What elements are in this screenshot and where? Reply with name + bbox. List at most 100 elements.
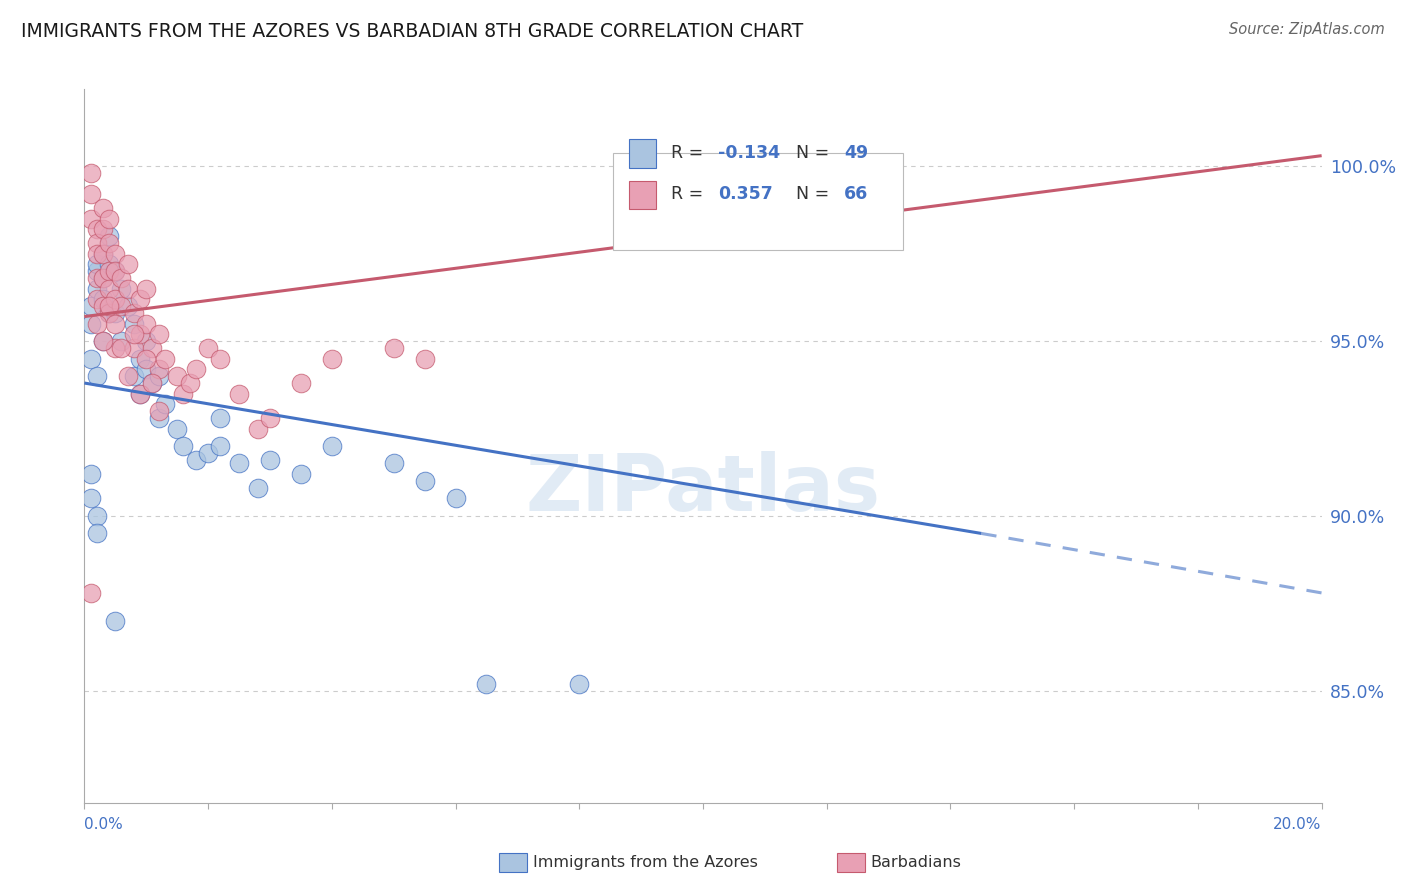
Point (246, 421, 269, 435)
Point (91, 334, 114, 348)
Point (79, 586, 101, 600)
Text: R =: R = (671, 144, 709, 161)
Point (129, 292, 152, 306)
Point (148, 404, 170, 418)
Point (104, 264, 127, 278)
Point (86, 282, 108, 296)
Point (104, 614, 127, 628)
Point (129, 386, 152, 401)
Text: R =: R = (671, 186, 709, 203)
Point (117, 369, 139, 384)
Point (209, 411, 232, 425)
Point (98, 229, 121, 244)
Point (413, 474, 436, 488)
Point (91, 334, 114, 348)
Point (79, 187, 101, 202)
Text: Barbadians: Barbadians (870, 855, 962, 870)
Point (79, 299, 101, 313)
Point (104, 317, 127, 331)
Point (228, 386, 250, 401)
Point (141, 376, 163, 390)
Point (290, 376, 312, 390)
FancyBboxPatch shape (628, 180, 657, 209)
Point (475, 677, 498, 691)
Point (184, 362, 207, 376)
Point (110, 299, 132, 313)
Point (444, 491, 467, 506)
Point (91, 271, 114, 285)
Point (98, 299, 121, 313)
Text: 0.357: 0.357 (718, 186, 773, 203)
Point (91, 222, 114, 236)
Point (148, 362, 170, 376)
Point (104, 264, 127, 278)
Point (122, 341, 145, 355)
Point (382, 457, 405, 471)
Point (98, 257, 121, 271)
Point (117, 257, 139, 271)
Point (321, 351, 343, 366)
Point (141, 376, 163, 390)
Point (79, 211, 101, 226)
Text: Immigrants from the Azores: Immigrants from the Azores (533, 855, 758, 870)
Point (98, 236, 121, 251)
Point (79, 317, 101, 331)
Point (129, 327, 152, 342)
Point (197, 341, 219, 355)
Point (148, 369, 170, 384)
Point (228, 457, 250, 471)
Point (135, 362, 157, 376)
Text: -0.134: -0.134 (718, 144, 780, 161)
Point (135, 317, 157, 331)
Point (148, 411, 170, 425)
Point (413, 351, 436, 366)
Point (179, 376, 201, 390)
Point (117, 282, 139, 296)
Text: Source: ZipAtlas.com: Source: ZipAtlas.com (1229, 22, 1385, 37)
Point (246, 481, 269, 495)
Point (290, 467, 312, 481)
Point (79, 351, 101, 366)
Point (166, 421, 188, 435)
Point (91, 292, 114, 306)
Point (86, 369, 108, 384)
Point (104, 341, 127, 355)
Text: 66: 66 (844, 186, 869, 203)
Point (110, 334, 132, 348)
Point (98, 282, 121, 296)
Text: IMMIGRANTS FROM THE AZORES VS BARBADIAN 8TH GRADE CORRELATION CHART: IMMIGRANTS FROM THE AZORES VS BARBADIAN … (21, 22, 803, 41)
Point (110, 341, 132, 355)
Text: 0.0%: 0.0% (84, 817, 124, 832)
Point (153, 397, 176, 411)
Point (86, 246, 108, 260)
FancyBboxPatch shape (613, 153, 904, 250)
Point (135, 334, 157, 348)
Text: N =: N = (785, 144, 834, 161)
Point (91, 246, 114, 260)
Point (209, 351, 232, 366)
Point (86, 222, 108, 236)
Point (104, 306, 127, 320)
Point (86, 317, 108, 331)
Point (184, 453, 207, 467)
Point (166, 369, 188, 384)
Text: N =: N = (785, 186, 834, 203)
Point (98, 211, 121, 226)
Point (172, 386, 194, 401)
Point (91, 299, 114, 313)
Point (135, 282, 157, 296)
Point (382, 341, 405, 355)
Point (91, 246, 114, 260)
Point (91, 201, 114, 215)
Point (86, 257, 108, 271)
Point (98, 306, 121, 320)
Text: 49: 49 (844, 144, 868, 161)
Point (815, 159, 838, 173)
Point (122, 369, 145, 384)
FancyBboxPatch shape (628, 139, 657, 168)
Point (148, 327, 170, 342)
Point (122, 317, 145, 331)
Point (122, 306, 145, 320)
Point (86, 236, 108, 251)
Text: 20.0%: 20.0% (1274, 817, 1322, 832)
